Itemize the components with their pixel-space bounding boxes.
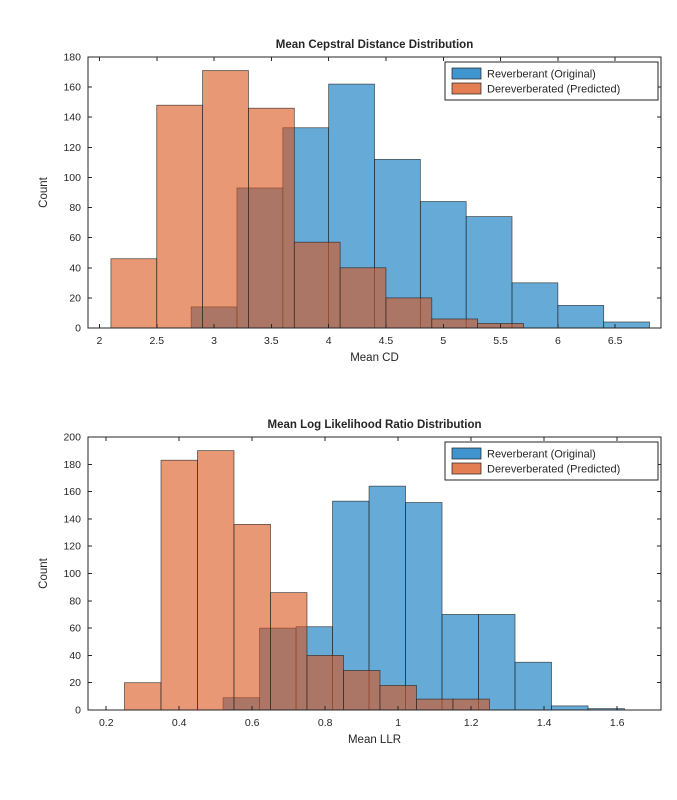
x-tick-label: 0.8	[318, 717, 333, 729]
histogram-bar	[405, 502, 443, 711]
histogram-bar	[270, 592, 308, 711]
y-tick-label: 0	[75, 705, 81, 717]
histogram-bar	[385, 297, 433, 329]
legend-label: Reverberant (Original)	[487, 68, 596, 80]
histogram-bar	[197, 450, 235, 711]
x-tick-label: 6.5	[608, 335, 623, 347]
histogram-bar	[514, 661, 552, 711]
y-tick-label: 160	[63, 82, 81, 94]
series-dereverberated-predicted	[124, 450, 490, 711]
x-tick-label: 0.2	[99, 717, 114, 729]
legend-swatch	[451, 447, 482, 460]
legend-swatch	[451, 82, 482, 95]
y-tick-label: 60	[69, 232, 81, 244]
y-tick-label: 0	[75, 323, 81, 335]
x-tick-label: 1	[395, 717, 401, 729]
y-tick-label: 80	[69, 202, 81, 214]
x-tick-label: 1.6	[610, 717, 625, 729]
mean-cd-histogram-chart: 2 2.5 3 3.5 4 4.5 5 5.5 6 6.5 0 20 40 60 80 100 120 140 16…	[38, 39, 662, 364]
mean-llr-histogram-chart: 0.2 0.4 0.6 0.8 1 1.2 1.4 1.6 0 20 40 60 80 100 120 140…	[38, 419, 662, 746]
histogram-bar	[603, 321, 650, 329]
y-tick-label: 80	[69, 595, 81, 607]
histogram-bar	[551, 705, 589, 711]
x-tick-label: 3	[211, 335, 217, 347]
histogram-bar	[160, 459, 198, 711]
histogram-bar	[233, 524, 271, 711]
legend-label: Dereverberated (Predicted)	[487, 463, 620, 475]
axes-box	[87, 56, 662, 329]
histogram-bar	[248, 107, 295, 329]
x-tick-label: 0.6	[245, 717, 260, 729]
x-axis-label: Mean LLR	[348, 734, 401, 746]
y-tick-label: 140	[63, 112, 81, 124]
y-tick-label: 20	[69, 677, 81, 689]
histogram-bar	[416, 698, 454, 711]
histogram-bar	[339, 267, 387, 329]
x-tick-label: 4	[326, 335, 332, 347]
x-tick-label: 1.4	[537, 717, 552, 729]
axis-ticks	[88, 436, 661, 711]
histogram-bar	[306, 655, 344, 711]
y-tick-label: 160	[63, 486, 81, 498]
y-tick-label: 120	[63, 142, 81, 154]
x-tick-label: 2.5	[149, 335, 164, 347]
histogram-bar	[343, 670, 381, 711]
histogram-bar	[431, 318, 478, 329]
y-tick-label: 40	[69, 650, 81, 662]
histogram-bar	[202, 70, 249, 329]
legend-label: Reverberant (Original)	[487, 448, 596, 460]
x-tick-label: 1.2	[464, 717, 479, 729]
histogram-bar	[478, 614, 516, 711]
x-axis-label: Mean CD	[350, 352, 399, 364]
y-tick-label: 60	[69, 623, 81, 635]
y-tick-label: 140	[63, 513, 81, 525]
y-axis-label: Count	[38, 176, 50, 207]
legend-swatch	[451, 462, 482, 475]
chart-title: Mean Cepstral Distance Distribution	[276, 39, 473, 51]
legend-swatch	[451, 67, 482, 80]
x-tick-label: 5.5	[493, 335, 508, 347]
histogram-bar	[441, 614, 479, 711]
x-tick-label: 6	[555, 335, 561, 347]
chart-title: Mean Log Likelihood Ratio Distribution	[267, 419, 481, 431]
histogram-bar	[293, 241, 341, 329]
legend-label: Dereverberated (Predicted)	[487, 83, 620, 95]
histogram-bar	[124, 682, 162, 711]
legend: Reverberant (Original) Dereverberated (Pr…	[444, 441, 659, 481]
y-tick-label: 20	[69, 292, 81, 304]
y-axis-label: Count	[38, 557, 50, 588]
x-tick-label: 0.4	[172, 717, 187, 729]
x-tick-label: 4.5	[379, 335, 394, 347]
x-tick-label: 2	[97, 335, 103, 347]
y-tick-label: 120	[63, 541, 81, 553]
histogram-bar	[465, 216, 513, 329]
histogram-bar	[557, 305, 605, 329]
histogram-bar	[379, 685, 417, 711]
legend: Reverberant (Original) Dereverberated (Pr…	[444, 61, 659, 101]
histogram-bar	[110, 258, 158, 329]
histogram-bar	[511, 282, 559, 329]
histogram-bar	[156, 104, 203, 329]
y-tick-label: 40	[69, 262, 81, 274]
y-tick-label: 180	[63, 459, 81, 471]
axis-ticks	[88, 56, 661, 329]
x-tick-label: 5	[440, 335, 446, 347]
y-tick-label: 100	[63, 568, 81, 580]
y-tick-label: 180	[63, 52, 81, 64]
y-tick-label: 100	[63, 172, 81, 184]
y-tick-label: 200	[63, 432, 81, 444]
x-tick-label: 3.5	[264, 335, 279, 347]
